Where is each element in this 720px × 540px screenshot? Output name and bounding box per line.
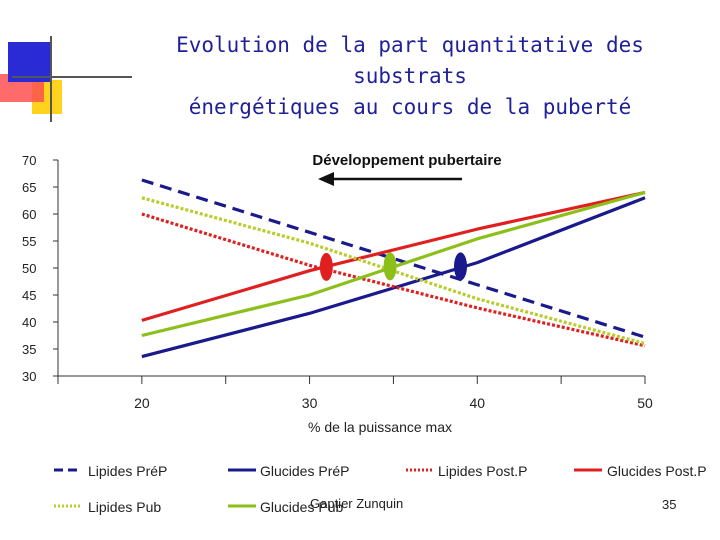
deco-horizontal-line: [12, 76, 132, 78]
legend-swatch-glucides-postp: [574, 468, 602, 472]
slide-title: Evolution de la part quantitative des su…: [120, 30, 700, 123]
y-tick-label: 50: [22, 261, 36, 276]
slide-title-line-2: énergétiques au cours de la puberté: [188, 95, 632, 119]
legend-swatch-glucides-prep: [228, 468, 256, 472]
crossover-marker-0: [319, 252, 333, 281]
legend-swatch-lipides-postp: [406, 468, 434, 472]
y-tick-label: 65: [22, 180, 36, 195]
x-tick-label: 40: [469, 395, 485, 411]
crossover-marker-2: [454, 252, 468, 281]
legend-label-lipides-pub: Lipides Pub: [88, 499, 162, 515]
legend-label-glucides-prep: Glucides PréP: [260, 463, 350, 479]
crossover-marker-1: [383, 252, 397, 281]
legend-swatch-lipides-pub: [54, 504, 82, 508]
y-tick-label: 70: [22, 153, 36, 168]
series-line-0: [141, 178, 646, 339]
legend-swatch-glucides-pub: [228, 504, 256, 508]
y-tick-label: 45: [22, 288, 36, 303]
series-line-3: [141, 190, 646, 322]
annotation-arrow-head: [318, 172, 334, 186]
deco-blue-square: [8, 42, 52, 82]
x-axis-label: % de la puissance max: [308, 419, 452, 435]
x-tick-label: 30: [302, 395, 318, 411]
y-tick-label: 30: [22, 369, 36, 384]
y-tick-label: 40: [22, 315, 36, 330]
series-line-2: [141, 212, 646, 348]
y-tick-label: 60: [22, 207, 36, 222]
legend-label-glucides-postp: Glucides Post.P: [607, 463, 707, 479]
footer-author: Gaptier Zunquin: [310, 496, 404, 511]
legend-swatch-lipides-prep: [54, 468, 82, 472]
y-tick-label: 55: [22, 234, 36, 249]
annotation-developpement-pubertaire: Développement pubertaire: [312, 152, 501, 169]
y-tick-label: 35: [22, 342, 36, 357]
legend-label-glucides-pub: Glucides Pub: [260, 499, 344, 515]
deco-vertical-line: [50, 36, 52, 122]
slide-title-line-1: Evolution de la part quantitative des su…: [176, 33, 644, 88]
legend-label-lipides-postp: Lipides Post.P: [438, 463, 528, 479]
page-number: 35: [662, 497, 677, 512]
legend-label-lipides-prep: Lipides PréP: [88, 463, 168, 479]
x-tick-label: 50: [637, 395, 653, 411]
x-tick-label: 20: [134, 395, 150, 411]
